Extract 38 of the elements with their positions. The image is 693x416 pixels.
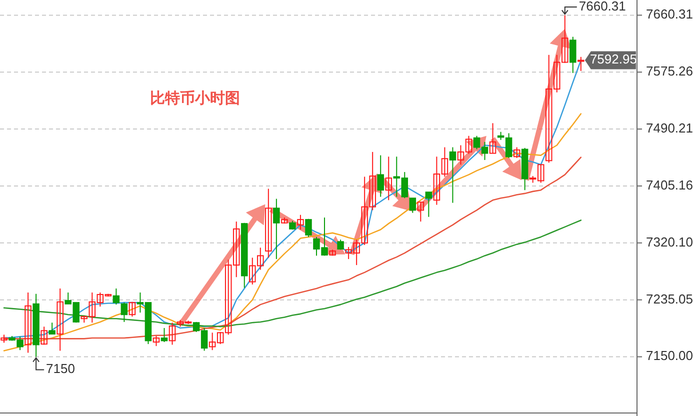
candlestick xyxy=(56,288,64,352)
candlestick xyxy=(24,292,32,354)
annotation: 7660.31 xyxy=(578,0,626,14)
candlestick xyxy=(409,198,416,214)
candlestick xyxy=(489,122,496,154)
y-tick-label: 7150.00 xyxy=(646,348,693,364)
candlestick xyxy=(505,132,512,158)
candlestick xyxy=(160,327,168,343)
line-series xyxy=(3,113,582,352)
candlestick xyxy=(40,326,48,346)
candlestick xyxy=(578,56,584,72)
y-tick-label: 7575.26 xyxy=(646,64,693,79)
y-tick-label: 7490.21 xyxy=(646,120,693,136)
candlestick xyxy=(513,146,520,158)
candlestick xyxy=(48,322,56,335)
candlestick xyxy=(168,322,176,346)
candlestick xyxy=(112,288,120,306)
text: 7592.95 xyxy=(590,52,637,67)
line-series xyxy=(3,220,582,328)
text: 比特币小时图 xyxy=(150,90,240,107)
candlestick xyxy=(273,198,280,260)
candlestick xyxy=(128,301,136,318)
candlestick xyxy=(449,146,456,204)
y-tick-label: 7235.05 xyxy=(646,291,693,306)
y-tick-label: 7320.10 xyxy=(646,234,693,250)
candlestick xyxy=(425,192,432,218)
candlestick xyxy=(385,156,392,201)
candlestick xyxy=(297,214,304,230)
candlestick xyxy=(305,218,312,238)
candlestick xyxy=(417,202,424,222)
candlestick xyxy=(120,302,128,322)
candlestick xyxy=(570,36,576,74)
y-tick-label: 7405.16 xyxy=(646,177,693,192)
y-tick-label: 7660.31 xyxy=(646,6,693,22)
candlestick xyxy=(152,336,160,347)
annotation: 7150 xyxy=(46,361,75,376)
candlestick xyxy=(265,188,272,258)
candlestick xyxy=(377,154,384,198)
